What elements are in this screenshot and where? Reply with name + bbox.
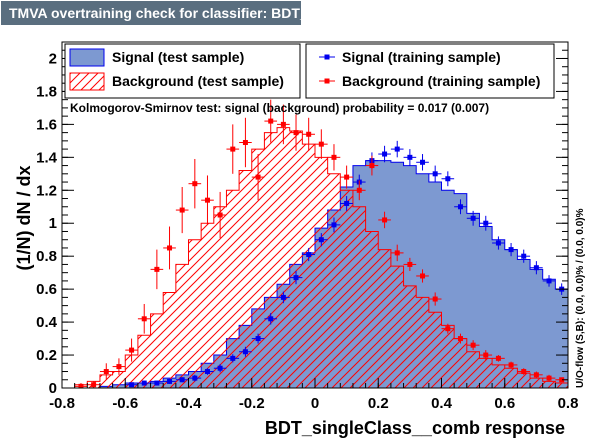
legend-background-test-label: Background (test sample): [112, 73, 284, 89]
signal-train-point: [593, 317, 598, 327]
legend-signal-test-swatch: [70, 49, 104, 66]
signal-train-point: [404, 149, 417, 165]
background-train-point: [151, 250, 164, 290]
legend-signal-test-label: Signal (test sample): [112, 49, 244, 65]
background-train-point: [239, 118, 252, 167]
background-train-point: [328, 144, 341, 170]
background-train-point: [176, 187, 189, 233]
x-tick-label: -0.4: [176, 395, 203, 412]
y-tick-label: 0.4: [36, 314, 58, 331]
signal-train-point: [378, 146, 391, 162]
overflow-label: U/O-flow (S,B): (0.0, 0.0)% / (0.0, 0.0)…: [575, 208, 586, 388]
background-train-point: [593, 384, 598, 389]
y-tick-label: 0.8: [36, 248, 57, 265]
legend-signal-train-label: Signal (training sample): [342, 49, 501, 65]
y-tick-label: 2: [49, 50, 57, 67]
y-tick-label: 1.4: [36, 149, 58, 166]
signal-train-point: [416, 154, 429, 170]
legend-background-test-swatch: [70, 73, 104, 90]
x-tick-label: 0.8: [558, 395, 579, 412]
legend-background-train-label: Background (training sample): [342, 73, 540, 89]
y-tick-label: 0.2: [36, 347, 57, 364]
x-tick-label: 0.2: [368, 395, 389, 412]
x-tick-label: -0.8: [49, 395, 75, 412]
background-train-point: [315, 129, 328, 159]
x-tick-label: 0: [311, 395, 319, 412]
background-train-point: [138, 304, 151, 334]
background-train-point: [75, 383, 88, 390]
ks-test-annotation: Kolmogorov-Smirnov test: signal (backgro…: [70, 101, 489, 115]
y-tick-label: 1.2: [36, 182, 57, 199]
background-train-point: [189, 159, 202, 208]
x-tick-label: 0.6: [494, 395, 515, 412]
x-axis-label: BDT_singleClass__comb response: [265, 418, 565, 438]
signal-train-point: [391, 141, 404, 157]
y-axis-label: (1/N) dN / dx: [14, 165, 34, 270]
signal-train-point: [442, 171, 455, 186]
x-tick-label: -0.2: [239, 395, 265, 412]
x-tick-label: -0.6: [112, 395, 138, 412]
y-tick-label: 1.6: [36, 116, 57, 133]
background-train-point: [226, 124, 239, 173]
background-train-point: [340, 166, 353, 189]
signal-train-point: [429, 166, 442, 182]
y-tick-label: 1.8: [36, 83, 57, 100]
background-train-point: [201, 175, 214, 224]
background-train-point: [163, 227, 176, 270]
x-tick-label: 0.4: [431, 395, 453, 412]
y-tick-label: 1: [49, 215, 57, 232]
y-tick-label: 0.6: [36, 281, 57, 298]
y-tick-label: 0: [49, 380, 57, 397]
